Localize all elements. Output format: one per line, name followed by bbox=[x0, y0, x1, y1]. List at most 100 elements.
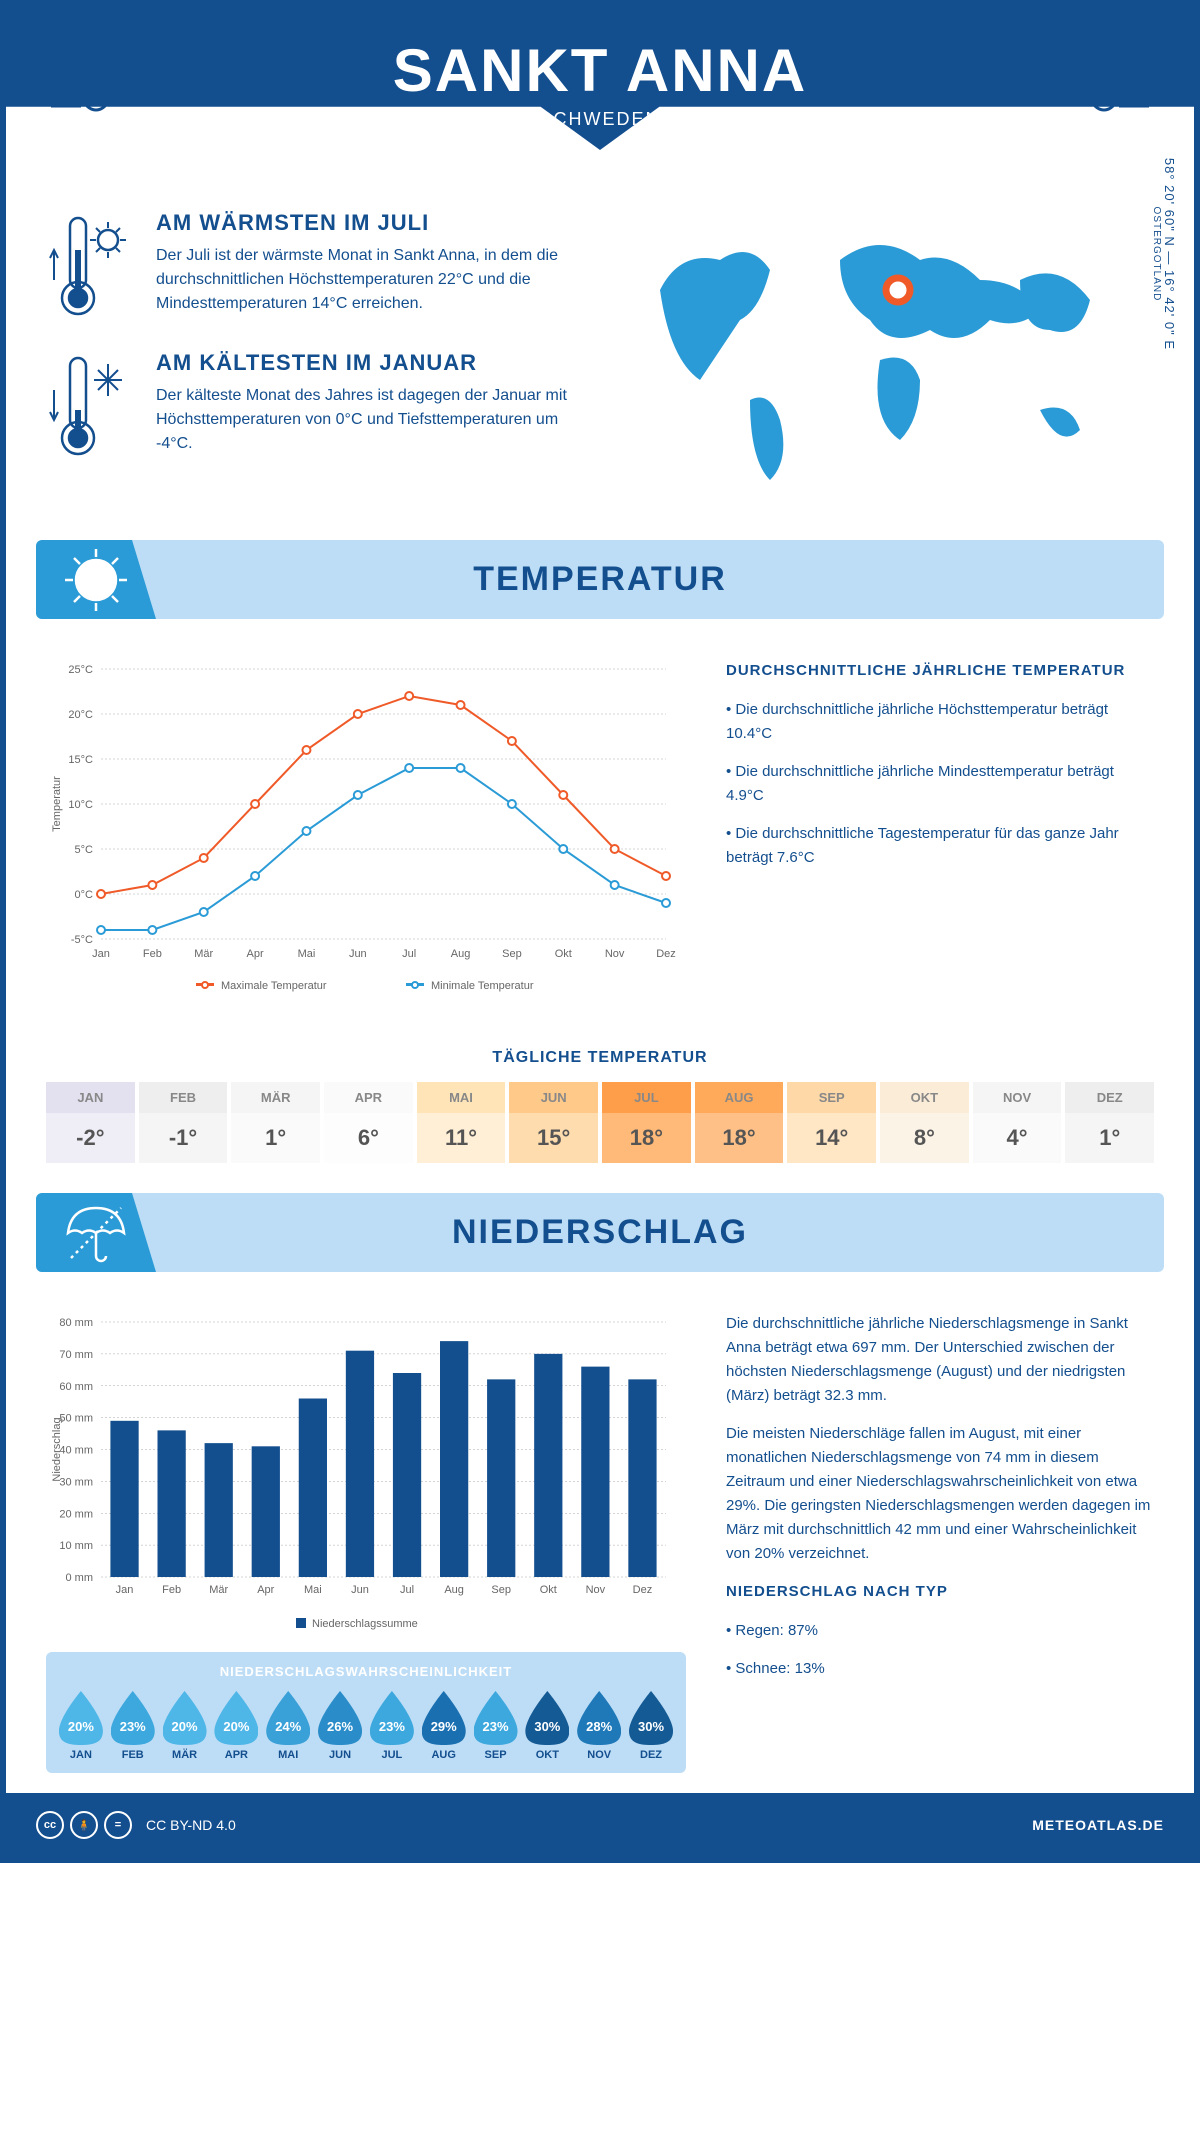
section-title: NIEDERSCHLAG bbox=[56, 1213, 1144, 1252]
coldest-title: AM KÄLTESTEN IM JANUAR bbox=[156, 350, 580, 376]
svg-text:60 mm: 60 mm bbox=[59, 1381, 93, 1393]
svg-text:20°C: 20°C bbox=[68, 709, 93, 721]
location-title: SANKT ANNA bbox=[6, 36, 1194, 105]
svg-text:Dez: Dez bbox=[656, 948, 676, 960]
nd-icon: = bbox=[104, 1811, 132, 1839]
temp-table-cell: JUN15° bbox=[509, 1082, 602, 1163]
thermometer-hot-icon bbox=[46, 210, 136, 320]
site-name: METEOATLAS.DE bbox=[1032, 1817, 1164, 1833]
precip-type-bullet: • Schnee: 13% bbox=[726, 1657, 1154, 1681]
svg-text:70 mm: 70 mm bbox=[59, 1349, 93, 1361]
page: SANKT ANNA SCHWEDEN bbox=[0, 0, 1200, 1863]
raindrop-icon: 23%JUL bbox=[369, 1691, 415, 1761]
svg-text:Temperatur: Temperatur bbox=[51, 776, 63, 832]
svg-text:Aug: Aug bbox=[451, 948, 471, 960]
svg-text:Okt: Okt bbox=[555, 948, 572, 960]
svg-text:10 mm: 10 mm bbox=[59, 1540, 93, 1552]
svg-text:30 mm: 30 mm bbox=[59, 1476, 93, 1488]
precipitation-section-header: NIEDERSCHLAG bbox=[36, 1193, 1164, 1272]
country-subtitle: SCHWEDEN bbox=[6, 109, 1194, 130]
svg-text:Mai: Mai bbox=[298, 948, 316, 960]
precip-type-heading: NIEDERSCHLAG NACH TYP bbox=[726, 1580, 1154, 1604]
raindrop-icon: 30%DEZ bbox=[628, 1691, 674, 1761]
svg-text:Mär: Mär bbox=[209, 1584, 228, 1596]
svg-text:40 mm: 40 mm bbox=[59, 1445, 93, 1457]
thermometer-cold-icon bbox=[46, 350, 136, 460]
temp-table-cell: SEP14° bbox=[787, 1082, 880, 1163]
svg-text:0°C: 0°C bbox=[75, 889, 94, 901]
temp-table-cell: MAI11° bbox=[417, 1082, 510, 1163]
svg-text:-5°C: -5°C bbox=[71, 934, 93, 946]
raindrop-icon: 28%NOV bbox=[576, 1691, 622, 1761]
svg-text:5°C: 5°C bbox=[75, 844, 94, 856]
temp-bullet: • Die durchschnittliche jährliche Mindes… bbox=[726, 760, 1154, 808]
temp-table-cell: OKT8° bbox=[880, 1082, 973, 1163]
svg-text:80 mm: 80 mm bbox=[59, 1317, 93, 1329]
svg-text:25°C: 25°C bbox=[68, 664, 93, 676]
daily-temp-table: JAN-2°FEB-1°MÄR1°APR6°MAI11°JUN15°JUL18°… bbox=[46, 1082, 1154, 1163]
temp-table-cell: JAN-2° bbox=[46, 1082, 139, 1163]
svg-text:Niederschlagssumme: Niederschlagssumme bbox=[312, 1618, 418, 1630]
temp-table-cell: AUG18° bbox=[695, 1082, 788, 1163]
svg-text:Nov: Nov bbox=[605, 948, 625, 960]
raindrop-icon: 20%APR bbox=[213, 1691, 259, 1761]
license-block: cc 🧍 = CC BY-ND 4.0 bbox=[36, 1811, 236, 1839]
raindrop-icon: 20%MÄR bbox=[162, 1691, 208, 1761]
temp-table-cell: DEZ1° bbox=[1065, 1082, 1154, 1163]
by-icon: 🧍 bbox=[70, 1811, 98, 1839]
svg-text:Jul: Jul bbox=[402, 948, 416, 960]
svg-text:Jan: Jan bbox=[92, 948, 110, 960]
coldest-block: AM KÄLTESTEN IM JANUAR Der kälteste Mona… bbox=[46, 350, 580, 460]
temp-text-heading: DURCHSCHNITTLICHE JÄHRLICHE TEMPERATUR bbox=[726, 659, 1154, 683]
raindrop-icon: 20%JAN bbox=[58, 1691, 104, 1761]
temperature-section-header: TEMPERATUR bbox=[36, 540, 1164, 619]
temp-bullet: • Die durchschnittliche jährliche Höchst… bbox=[726, 698, 1154, 746]
daily-temp-title: TÄGLICHE TEMPERATUR bbox=[6, 1049, 1194, 1067]
svg-text:0 mm: 0 mm bbox=[66, 1572, 94, 1584]
temp-table-cell: APR6° bbox=[324, 1082, 417, 1163]
temp-table-cell: NOV4° bbox=[973, 1082, 1066, 1163]
coldest-text: Der kälteste Monat des Jahres ist dagege… bbox=[156, 384, 580, 456]
svg-text:Jun: Jun bbox=[349, 948, 367, 960]
svg-text:10°C: 10°C bbox=[68, 799, 93, 811]
precipitation-bar-chart: 0 mm10 mm20 mm30 mm40 mm50 mm60 mm70 mm8… bbox=[46, 1312, 686, 1632]
svg-text:Mai: Mai bbox=[304, 1584, 322, 1596]
svg-text:Niederschlag: Niederschlag bbox=[51, 1417, 63, 1481]
raindrop-icon: 23%SEP bbox=[473, 1691, 519, 1761]
temperature-content: -5°C0°C5°C10°C15°C20°C25°CJanFebMärAprMa… bbox=[6, 639, 1194, 1019]
svg-text:Jan: Jan bbox=[116, 1584, 134, 1596]
svg-text:50 mm: 50 mm bbox=[59, 1413, 93, 1425]
svg-text:Sep: Sep bbox=[491, 1584, 511, 1596]
coordinates: 58° 20' 60" N — 16° 42' 0" E OSTERGOTLAN… bbox=[1151, 158, 1177, 350]
raindrop-icon: 23%FEB bbox=[110, 1691, 156, 1761]
temp-table-cell: MÄR1° bbox=[231, 1082, 324, 1163]
warmest-block: AM WÄRMSTEN IM JULI Der Juli ist der wär… bbox=[46, 210, 580, 320]
svg-text:Feb: Feb bbox=[162, 1584, 181, 1596]
raindrop-icon: 26%JUN bbox=[317, 1691, 363, 1761]
raindrop-icon: 24%MAI bbox=[265, 1691, 311, 1761]
footer: cc 🧍 = CC BY-ND 4.0 METEOATLAS.DE bbox=[6, 1793, 1194, 1857]
svg-text:Jun: Jun bbox=[351, 1584, 369, 1596]
temp-bullet: • Die durchschnittliche Tagestemperatur … bbox=[726, 822, 1154, 870]
svg-text:15°C: 15°C bbox=[68, 754, 93, 766]
svg-text:Aug: Aug bbox=[444, 1584, 464, 1596]
precipitation-probability-panel: NIEDERSCHLAGSWAHRSCHEINLICHKEIT 20%JAN23… bbox=[46, 1652, 686, 1773]
svg-text:Sep: Sep bbox=[502, 948, 522, 960]
header-wrap: SANKT ANNA SCHWEDEN bbox=[6, 6, 1194, 170]
world-map-icon bbox=[620, 210, 1140, 490]
intro-section: AM WÄRMSTEN IM JULI Der Juli ist der wär… bbox=[6, 170, 1194, 520]
raindrop-icon: 29%AUG bbox=[421, 1691, 467, 1761]
svg-text:Minimale Temperatur: Minimale Temperatur bbox=[431, 980, 534, 992]
raindrop-icon: 30%OKT bbox=[524, 1691, 570, 1761]
license-text: CC BY-ND 4.0 bbox=[146, 1817, 236, 1833]
umbrella-icon bbox=[36, 1193, 156, 1272]
precipitation-content: 0 mm10 mm20 mm30 mm40 mm50 mm60 mm70 mm8… bbox=[6, 1292, 1194, 1793]
svg-text:Mär: Mär bbox=[194, 948, 213, 960]
temperature-line-chart: -5°C0°C5°C10°C15°C20°C25°CJanFebMärAprMa… bbox=[46, 659, 686, 999]
svg-text:Dez: Dez bbox=[633, 1584, 653, 1596]
temp-table-cell: FEB-1° bbox=[139, 1082, 232, 1163]
svg-text:Feb: Feb bbox=[143, 948, 162, 960]
precip-paragraph: Die meisten Niederschläge fallen im Augu… bbox=[726, 1422, 1154, 1566]
svg-text:Apr: Apr bbox=[257, 1584, 274, 1596]
warmest-text: Der Juli ist der wärmste Monat in Sankt … bbox=[156, 244, 580, 316]
